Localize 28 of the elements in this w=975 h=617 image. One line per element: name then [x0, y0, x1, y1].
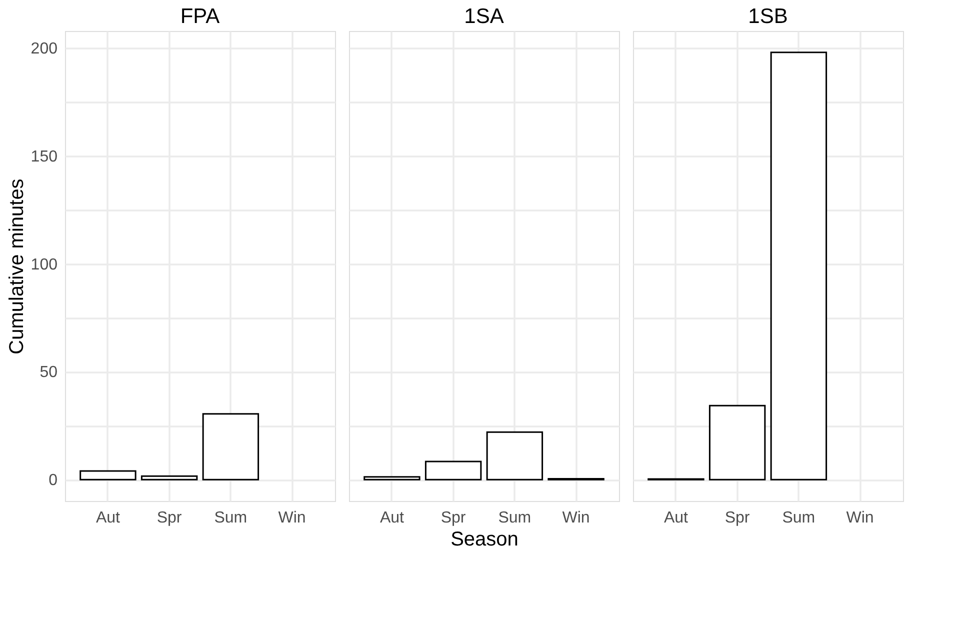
x-tick-label: Spr — [440, 510, 466, 526]
bar — [80, 470, 136, 480]
bar — [424, 460, 482, 480]
bar — [202, 413, 260, 480]
x-tick-label: Spr — [156, 510, 182, 526]
x-tick-label: Aut — [664, 510, 689, 526]
chart-title: FPA — [180, 5, 220, 28]
x-tick-label: Sum — [782, 510, 816, 526]
y-tick-label: 200 — [30, 40, 58, 58]
x-tick-label: Win — [846, 510, 874, 526]
x-axis-title: Season — [450, 528, 518, 550]
x-tick-label: Spr — [724, 510, 750, 526]
chart-title: 1SA — [464, 5, 504, 28]
x-tick-label: Aut — [380, 510, 405, 526]
bar — [364, 476, 420, 480]
x-tick-label: Win — [278, 510, 306, 526]
y-axis-title: Cumulative minutes — [6, 178, 28, 354]
x-tick-label: Sum — [498, 510, 532, 526]
x-tick-label: Win — [562, 510, 590, 526]
y-tick-label: 100 — [30, 256, 58, 274]
x-tick-label: Aut — [96, 510, 121, 526]
chart-title: 1SB — [748, 5, 788, 28]
bar — [486, 431, 544, 480]
x-tick-label: Sum — [214, 510, 248, 526]
y-tick-label: 150 — [30, 148, 58, 166]
y-tick-label: 50 — [40, 364, 58, 382]
y-tick-label: 0 — [48, 472, 58, 490]
bar — [140, 475, 198, 480]
